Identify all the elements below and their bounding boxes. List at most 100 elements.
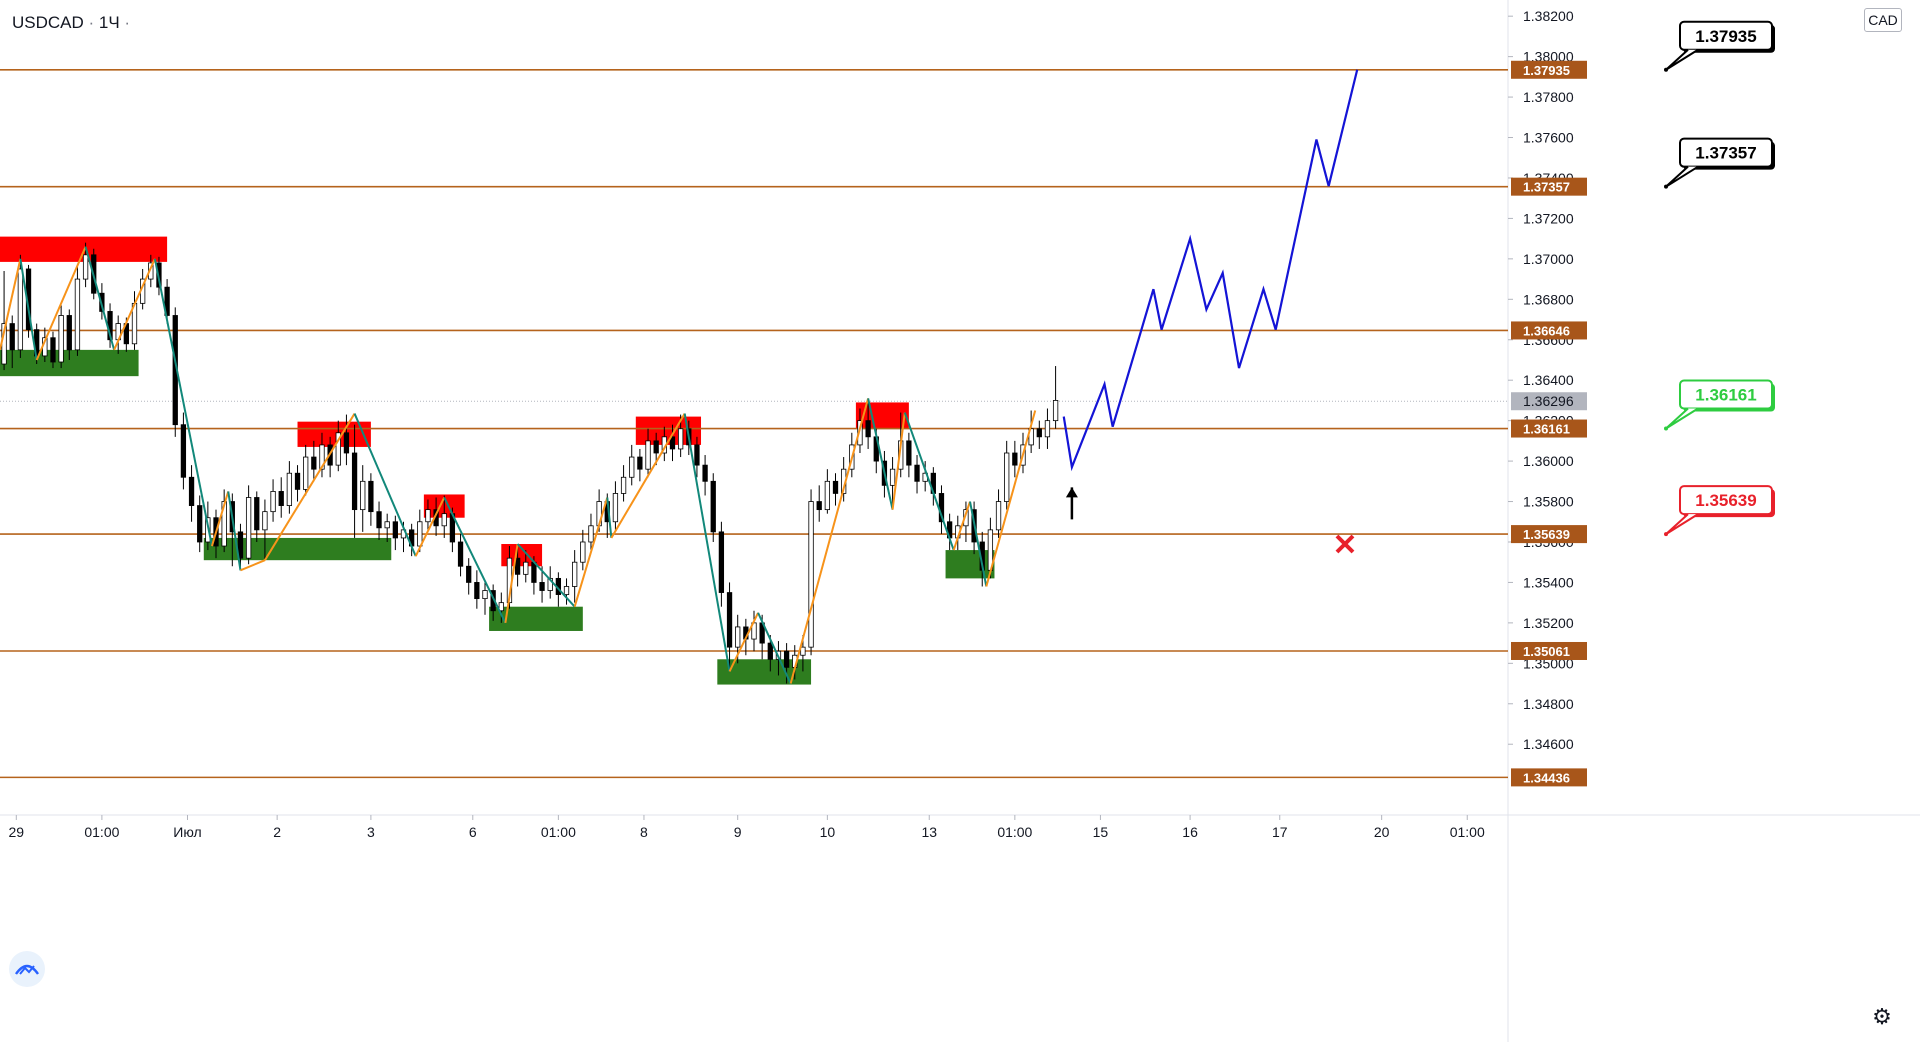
candle	[1012, 440, 1018, 478]
candle-body	[425, 509, 431, 523]
candle	[262, 499, 268, 561]
callout-pointer	[1665, 165, 1699, 188]
symbol-title[interactable]: USDCAD · 1Ч ·	[12, 13, 130, 32]
stop-cross-icon	[1335, 534, 1355, 554]
candle-body	[620, 476, 627, 494]
level-price-tag[interactable]: 1.35639	[1511, 525, 1587, 544]
level-price-tag[interactable]: 1.37935	[1511, 60, 1587, 79]
settings-gear-icon[interactable]: ⚙	[1872, 1004, 1892, 1029]
supply-zone	[855, 402, 909, 429]
price-callout-black[interactable]: 1.37935	[1664, 20, 1775, 72]
candle	[710, 473, 716, 542]
up-leg	[891, 412, 906, 510]
price-axis[interactable]: 1.346001.348001.350001.352001.354001.356…	[1508, 8, 1587, 787]
level-tag-bg	[1511, 768, 1587, 787]
last-price-bg	[1511, 392, 1587, 411]
up-leg	[952, 501, 971, 551]
callout-box[interactable]	[1679, 137, 1773, 168]
price-tick-label: 1.37800	[1523, 89, 1574, 105]
level-tag-label: 1.36646	[1523, 323, 1570, 338]
supply-zone	[297, 421, 371, 447]
level-price-tag[interactable]: 1.36646	[1511, 321, 1587, 340]
level-tag-label: 1.36161	[1523, 422, 1570, 437]
price-tick-label: 1.38000	[1523, 49, 1574, 65]
price-callout-green[interactable]: 1.36161	[1664, 379, 1775, 431]
down-leg	[867, 398, 894, 510]
candle-body	[914, 464, 920, 482]
candle	[588, 513, 594, 551]
time-tick-label: 8	[640, 824, 648, 840]
candle	[188, 465, 195, 522]
currency-button[interactable]: CAD	[1864, 8, 1902, 32]
time-tick-label: 01:00	[84, 824, 119, 840]
tradingview-logo-icon[interactable]	[9, 951, 45, 987]
price-callout-black[interactable]: 1.37357	[1664, 137, 1775, 189]
down-leg	[153, 258, 213, 547]
candle-body	[50, 337, 56, 363]
time-tick-label: 10	[820, 824, 836, 840]
level-price-tag[interactable]: 1.36161	[1511, 419, 1587, 438]
candle	[514, 544, 521, 587]
candle	[702, 455, 708, 496]
candle	[629, 444, 635, 486]
level-tag-bg	[1511, 177, 1587, 196]
candle	[311, 440, 317, 482]
candle-body	[702, 464, 708, 482]
callout-box[interactable]	[1679, 485, 1773, 516]
candle-body	[645, 440, 651, 470]
cross-stroke	[1335, 534, 1355, 554]
up-leg	[264, 413, 356, 561]
candle-body	[270, 491, 276, 513]
candle	[832, 473, 839, 506]
price-callouts[interactable]: 1.37935 1.37357 1.36161 1.35639	[1664, 20, 1775, 537]
candle	[572, 550, 578, 603]
candle-body	[800, 646, 806, 656]
price-tick-label: 1.37000	[1523, 251, 1574, 267]
candle-body	[360, 480, 366, 511]
candle-body	[808, 501, 814, 648]
callout-box[interactable]	[1679, 379, 1773, 410]
callout-box[interactable]	[1679, 20, 1773, 51]
candle-body	[1012, 452, 1018, 466]
candle	[368, 473, 374, 526]
callout-label: 1.35639	[1695, 491, 1756, 510]
level-price-tag[interactable]: 1.34436	[1511, 768, 1587, 787]
up-leg	[728, 612, 759, 672]
price-callout-red[interactable]: 1.35639	[1664, 485, 1775, 537]
level-price-tag[interactable]: 1.35061	[1511, 641, 1587, 660]
candle	[9, 315, 15, 369]
callout-label: 1.37357	[1695, 144, 1756, 163]
callout-label: 1.37935	[1695, 27, 1756, 46]
time-axis[interactable]: 29 01:00 Июл 2 3 6 01:00 8 9 10 13 01:00 15 16 17 20 01:…	[9, 815, 1485, 840]
projection-path[interactable]	[1062, 69, 1359, 472]
candle	[303, 444, 309, 496]
last-price-label: 1.36296	[1523, 393, 1574, 409]
time-tick-label: 01:00	[541, 824, 576, 840]
last-price-tag[interactable]: 1.36296	[1511, 392, 1587, 411]
projection-line[interactable]	[1062, 69, 1359, 472]
candle	[620, 465, 627, 502]
candle-body	[539, 582, 545, 591]
down-leg	[443, 497, 507, 624]
candle	[245, 485, 252, 565]
up-leg	[210, 491, 230, 547]
candle-body	[221, 501, 227, 547]
up-leg	[35, 246, 87, 361]
candle	[286, 461, 293, 514]
level-tag-label: 1.34436	[1523, 770, 1570, 785]
level-tag-bg	[1511, 60, 1587, 79]
candle-body	[572, 561, 578, 587]
candle	[914, 455, 920, 494]
time-tick-label: 13	[921, 824, 937, 840]
candle	[278, 477, 284, 518]
candle-body	[368, 480, 374, 513]
candle-body	[466, 565, 472, 583]
candle	[425, 499, 431, 532]
candle	[1004, 440, 1010, 510]
level-price-tag[interactable]: 1.37357	[1511, 177, 1587, 196]
candle	[995, 489, 1002, 538]
candle	[694, 436, 700, 478]
up-leg	[240, 559, 266, 572]
